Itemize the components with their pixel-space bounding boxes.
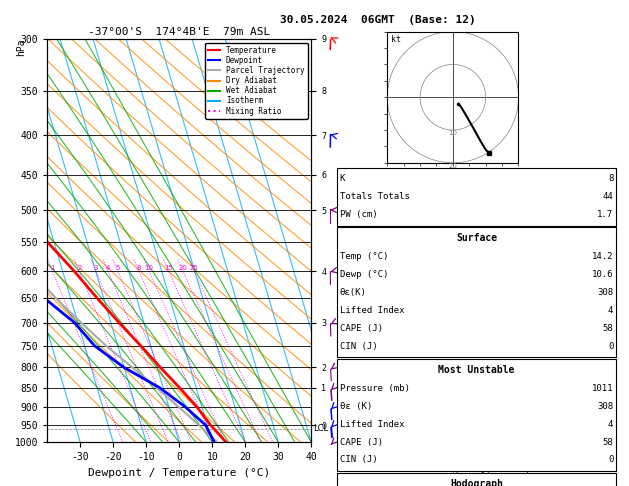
Text: 308: 308 xyxy=(597,401,613,411)
Text: 1: 1 xyxy=(50,265,55,271)
X-axis label: Dewpoint / Temperature (°C): Dewpoint / Temperature (°C) xyxy=(88,468,270,478)
Text: Hodograph: Hodograph xyxy=(450,479,503,486)
Text: Temp (°C): Temp (°C) xyxy=(340,252,388,261)
Text: 10.6: 10.6 xyxy=(592,270,613,279)
Text: Dewp (°C): Dewp (°C) xyxy=(340,270,388,279)
Text: 20: 20 xyxy=(179,265,187,271)
Text: 308: 308 xyxy=(597,288,613,297)
Text: 5: 5 xyxy=(116,265,120,271)
Text: 1.7: 1.7 xyxy=(597,210,613,219)
Legend: Temperature, Dewpoint, Parcel Trajectory, Dry Adiabat, Wet Adiabat, Isotherm, Mi: Temperature, Dewpoint, Parcel Trajectory… xyxy=(205,43,308,119)
Text: CAPE (J): CAPE (J) xyxy=(340,437,382,447)
Text: 25: 25 xyxy=(190,265,199,271)
Text: Totals Totals: Totals Totals xyxy=(340,192,409,201)
Text: θε(K): θε(K) xyxy=(340,288,367,297)
Text: Lifted Index: Lifted Index xyxy=(340,419,404,429)
Text: CAPE (J): CAPE (J) xyxy=(340,324,382,333)
Text: θε (K): θε (K) xyxy=(340,401,372,411)
Text: 0: 0 xyxy=(608,455,613,465)
Text: 58: 58 xyxy=(603,437,613,447)
Text: 4: 4 xyxy=(608,419,613,429)
Text: PW (cm): PW (cm) xyxy=(340,210,377,219)
Text: © weatheronline.co.uk: © weatheronline.co.uk xyxy=(426,472,530,481)
Text: 30.05.2024  06GMT  (Base: 12): 30.05.2024 06GMT (Base: 12) xyxy=(279,15,476,25)
Text: Lifted Index: Lifted Index xyxy=(340,306,404,315)
Text: Surface: Surface xyxy=(456,233,497,243)
Text: 8: 8 xyxy=(608,174,613,183)
Text: 15: 15 xyxy=(164,265,173,271)
Text: 0: 0 xyxy=(608,342,613,351)
Text: 10: 10 xyxy=(145,265,153,271)
Text: Pressure (mb): Pressure (mb) xyxy=(340,383,409,393)
Text: 4: 4 xyxy=(608,306,613,315)
Text: 3: 3 xyxy=(94,265,98,271)
Text: K: K xyxy=(340,174,345,183)
Y-axis label: hPa: hPa xyxy=(16,38,26,56)
Text: 2: 2 xyxy=(77,265,82,271)
Text: 44: 44 xyxy=(603,192,613,201)
Text: kt: kt xyxy=(391,35,401,44)
Text: 10: 10 xyxy=(448,130,457,136)
Text: CIN (J): CIN (J) xyxy=(340,455,377,465)
Text: 58: 58 xyxy=(603,324,613,333)
Text: LCL: LCL xyxy=(313,424,328,433)
Text: CIN (J): CIN (J) xyxy=(340,342,377,351)
Text: 4: 4 xyxy=(106,265,110,271)
Text: 8: 8 xyxy=(136,265,141,271)
Text: Most Unstable: Most Unstable xyxy=(438,365,515,375)
Text: 20: 20 xyxy=(448,163,457,169)
Text: 1011: 1011 xyxy=(592,383,613,393)
Title: -37°00'S  174°4B'E  79m ASL: -37°00'S 174°4B'E 79m ASL xyxy=(88,27,270,37)
Y-axis label: km
ASL: km ASL xyxy=(342,241,360,262)
Text: 14.2: 14.2 xyxy=(592,252,613,261)
